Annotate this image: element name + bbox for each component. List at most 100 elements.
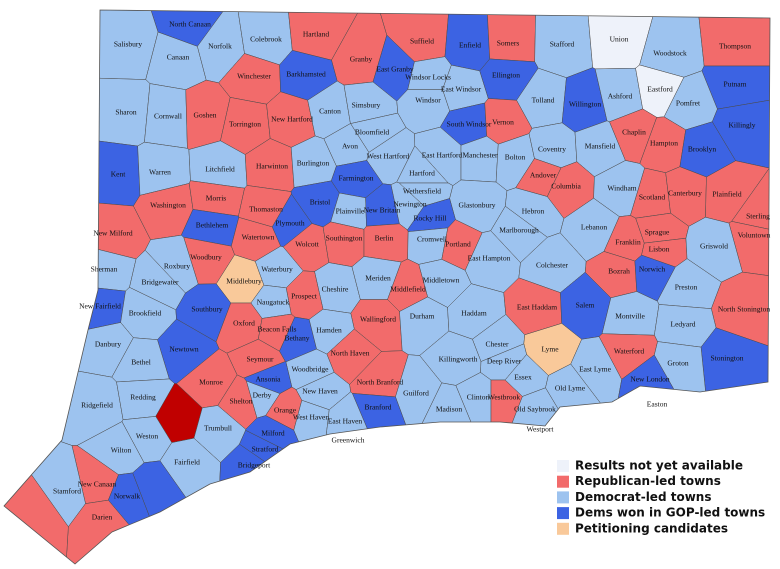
town-label: Ashford — [608, 92, 633, 101]
legend: Results not yet availableRepublican-led … — [557, 459, 765, 535]
town-label: Voluntown — [738, 231, 771, 240]
town-label: Tolland — [532, 96, 555, 105]
town-label: New London — [630, 375, 670, 384]
town-label: Monroe — [199, 378, 223, 387]
town-label: Newington — [393, 200, 427, 209]
town-label: Oxford — [233, 319, 255, 328]
town-label: Simsbury — [352, 101, 381, 110]
town-label: North Branford — [357, 378, 404, 387]
town-label: Suffield — [410, 37, 434, 46]
town-label: Cornwall — [154, 112, 182, 121]
town-label: East Hampton — [468, 254, 511, 263]
town-label: Wilton — [111, 446, 132, 455]
town-label: Plymouth — [275, 219, 304, 228]
town-label: Plainfield — [712, 190, 741, 199]
town-label: East Windsor — [441, 85, 482, 94]
town-label: Essex — [514, 373, 532, 382]
town-label: Mansfield — [585, 142, 616, 151]
town-label: Sterling — [746, 212, 770, 221]
town-label: Scotland — [639, 193, 665, 202]
town-label: Seymour — [246, 355, 274, 364]
town-label: Wolcott — [295, 240, 319, 249]
town-label: East Hartford — [422, 151, 463, 160]
town-label: Easton — [647, 400, 668, 409]
town-label: Cheshire — [322, 285, 349, 294]
town-label: Hartford — [409, 169, 435, 178]
town-label: East Granby — [376, 65, 414, 74]
town-label: Warren — [149, 168, 171, 177]
town-label: Pomfret — [676, 99, 701, 108]
legend-label: Republican-led towns — [575, 474, 721, 488]
town-label: Guilford — [403, 389, 429, 398]
town-label: Hampton — [650, 139, 678, 148]
town-label: Sprague — [645, 228, 670, 237]
town-label: Berlin — [375, 234, 394, 243]
town-label: Roxbury — [164, 262, 191, 271]
town-label: Sherman — [91, 265, 118, 274]
town-label: Deep River — [487, 357, 522, 366]
town-label: Bethel — [131, 358, 151, 367]
town-label: Weston — [136, 432, 159, 441]
town-label: Lisbon — [649, 245, 670, 254]
town-label: Ansonia — [256, 375, 282, 384]
state-outline — [3, 9, 771, 565]
town-label: Thompson — [719, 42, 751, 51]
town-label: Chester — [486, 340, 509, 349]
town-label: Washington — [150, 201, 186, 210]
town-label: Avon — [342, 142, 358, 151]
town-label: Brooklyn — [688, 145, 717, 154]
legend-swatch — [557, 491, 569, 504]
town-label: Lyme — [541, 345, 559, 354]
town-label: Redding — [130, 393, 156, 402]
town-label: New Hartford — [271, 115, 313, 124]
town-label: Brookfield — [129, 309, 162, 318]
town-label: West Hartford — [367, 152, 410, 161]
town-label: West Haven — [293, 413, 330, 422]
town-label: Bethlehem — [196, 221, 229, 230]
town-label: South Windsor — [447, 120, 492, 129]
town-label: Watertown — [242, 233, 275, 242]
town-label: Harwinton — [256, 162, 288, 171]
town-label: Derby — [253, 391, 272, 400]
town-label: Ledyard — [671, 320, 696, 329]
town-label: Groton — [667, 359, 688, 368]
town-label: Salisbury — [114, 40, 143, 49]
town-label: Bridgeport — [238, 461, 271, 470]
town-label: Shelton — [230, 397, 253, 406]
town-label: Farmington — [339, 174, 374, 183]
town-label: Danbury — [95, 340, 121, 349]
town-label: Coventry — [538, 145, 566, 154]
town-label: Wallingford — [360, 315, 396, 324]
town-label: Bridgewater — [141, 278, 179, 287]
town-label: Rocky Hill — [413, 214, 446, 223]
town-label: Salem — [576, 301, 595, 310]
town-area — [4, 322, 134, 378]
town-label: Woodbury — [190, 253, 222, 262]
town-label: Orange — [274, 406, 297, 415]
town-label: Killingly — [728, 121, 755, 130]
town-label: East Haven — [328, 417, 363, 426]
town-label: Vernon — [492, 118, 514, 127]
town-label: Stratford — [252, 445, 279, 454]
town-label: Colchester — [536, 261, 569, 270]
town-label: Prospect — [291, 292, 318, 301]
town-label: Hebron — [522, 207, 545, 216]
town-label: Hartland — [303, 30, 329, 39]
town-label: Haddam — [461, 309, 487, 318]
town-label: Hamden — [316, 326, 342, 335]
town-label: Windham — [607, 184, 636, 193]
town-label: Westport — [527, 425, 555, 434]
town-label: Eastford — [647, 85, 673, 94]
town-label: Litchfield — [205, 165, 235, 174]
town-label: Killingworth — [439, 355, 478, 364]
town-label: Wethersfield — [403, 187, 441, 196]
town-label: Ellington — [492, 71, 520, 80]
town-label: Norfolk — [208, 42, 232, 51]
legend-swatch — [557, 522, 569, 535]
town-label: Canaan — [167, 53, 190, 62]
town-label: Stamford — [53, 487, 81, 496]
town-label: Newtown — [169, 345, 198, 354]
town-label: New Milford — [93, 229, 133, 238]
town-label: Winchester — [237, 72, 271, 81]
town-label: Plainville — [336, 207, 365, 216]
